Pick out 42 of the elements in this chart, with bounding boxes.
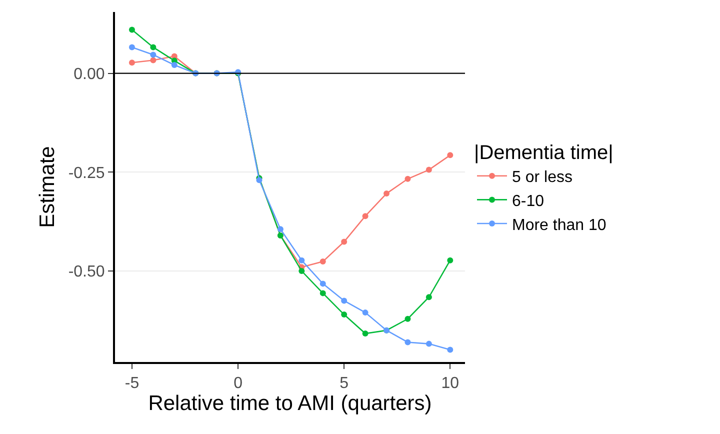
- point: [426, 294, 432, 300]
- legend-label: More than 10: [512, 216, 606, 234]
- legend-label: 5 or less: [512, 169, 572, 186]
- point: [277, 226, 284, 232]
- point: [447, 152, 454, 158]
- y-tick-label: -0.25: [68, 164, 105, 182]
- point: [447, 257, 454, 264]
- legend-title: |Dementia time|: [474, 142, 614, 164]
- point: [150, 57, 156, 64]
- point: [362, 330, 368, 337]
- point: [341, 312, 348, 318]
- y-axis-title: Estimate: [36, 146, 59, 228]
- x-axis-title: Relative time to AMI (quarters): [148, 392, 432, 416]
- point: [404, 176, 411, 182]
- point: [404, 316, 411, 322]
- point: [150, 52, 156, 58]
- point: [171, 62, 178, 68]
- point: [362, 310, 368, 316]
- point: [320, 280, 326, 287]
- point: [341, 238, 348, 245]
- point: [341, 298, 348, 304]
- point: [128, 60, 135, 66]
- point: [128, 44, 135, 50]
- point: [150, 44, 156, 50]
- point: [298, 257, 305, 264]
- y-tick-label: 0.00: [74, 66, 105, 83]
- point: [362, 213, 368, 220]
- point: [426, 340, 432, 347]
- point: [447, 346, 454, 353]
- x-tick-label: 5: [340, 375, 349, 392]
- x-tick-label: 10: [441, 375, 460, 392]
- x-tick-label: 0: [234, 375, 243, 392]
- point: [320, 258, 326, 265]
- y-tick-label: -0.50: [68, 264, 105, 281]
- point: [298, 268, 305, 274]
- point: [426, 166, 432, 173]
- x-tick-label: -5: [124, 375, 140, 392]
- point: [128, 26, 135, 33]
- point: [404, 339, 411, 346]
- point: [384, 190, 390, 197]
- legend-label: 6-10: [512, 192, 544, 210]
- point: [320, 290, 326, 296]
